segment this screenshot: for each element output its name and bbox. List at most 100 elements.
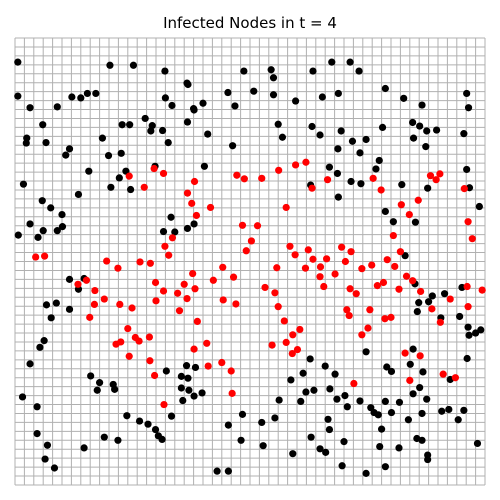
infected-node-point [293,345,302,354]
infected-node-point [180,280,188,288]
node-point [372,165,380,173]
infected-node-point [159,169,168,178]
node-point [299,369,307,377]
node-point [258,418,266,427]
node-point [65,275,74,283]
node-point [167,213,175,221]
node-point [398,181,406,189]
node-point [389,218,397,226]
infected-node-point [301,264,310,272]
node-point [271,414,279,422]
infected-node-point [379,278,388,287]
node-point [463,165,471,174]
node-point [418,436,426,444]
node-point [423,127,431,135]
infected-node-point [275,166,283,174]
infected-node-point [242,247,250,255]
node-point [475,202,483,211]
node-point [418,409,426,418]
infected-node-point [368,261,376,269]
node-point [224,421,232,429]
infected-node-point [417,287,425,296]
node-point [409,118,417,127]
node-point [267,66,275,74]
node-point [14,58,22,66]
infected-node-point [228,389,236,397]
infected-node-point [460,185,468,193]
node-point [348,137,357,145]
infected-node-point [204,362,212,370]
node-point [117,149,125,157]
node-point [409,134,418,142]
infected-node-point [247,237,256,245]
node-point [463,354,471,363]
node-point [107,183,115,191]
node-point [34,233,42,241]
infected-node-point [373,282,381,290]
node-point [326,385,334,393]
node-point [74,190,83,199]
infected-node-point [82,276,91,284]
node-point [375,156,383,165]
node-point [460,406,468,414]
infected-node-point [323,255,331,263]
node-point [83,89,91,98]
node-point [464,323,472,331]
node-point [36,343,44,351]
infected-node-point [436,170,444,178]
infected-node-point [428,305,436,313]
node-point [93,386,101,394]
node-point [346,58,354,66]
infected-node-point [135,337,143,345]
infected-node-point [366,306,374,314]
node-point [109,380,117,389]
node-point [416,383,424,392]
node-point [291,97,300,105]
node-point [190,106,198,114]
infected-node-point [191,285,199,293]
node-point [409,345,417,353]
node-point [161,94,169,102]
node-point [177,384,185,392]
node-point [395,398,404,406]
infected-node-point [268,341,276,349]
infected-node-point [286,242,294,250]
infected-node-point [309,255,317,263]
infected-node-point [188,199,196,207]
node-point [250,87,258,95]
node-point [325,163,334,171]
node-point [98,134,107,142]
node-point [395,444,403,452]
node-point [316,445,324,453]
node-point [307,433,315,441]
infected-node-point [316,263,325,271]
infected-node-point [383,256,391,264]
node-point [33,403,41,411]
infected-node-point [381,315,389,323]
node-point [231,102,239,110]
node-point [306,355,314,363]
node-point [158,126,167,135]
node-point [347,177,355,186]
node-point [58,223,67,231]
infected-node-point [451,374,459,382]
infected-node-point [136,258,144,266]
node-point [472,329,480,337]
node-point [274,120,282,128]
infected-node-point [152,297,160,305]
node-point [318,93,326,101]
node-point [26,360,34,368]
infected-node-point [439,370,447,378]
infected-node-point [150,164,158,173]
node-point [40,337,48,345]
node-point [96,379,104,387]
node-point [473,439,482,448]
node-point [85,167,93,175]
node-point [378,425,386,433]
infected-node-point [146,259,154,267]
infected-node-point [302,158,310,166]
node-point [259,442,267,450]
node-point [151,425,160,434]
node-point [297,397,305,406]
